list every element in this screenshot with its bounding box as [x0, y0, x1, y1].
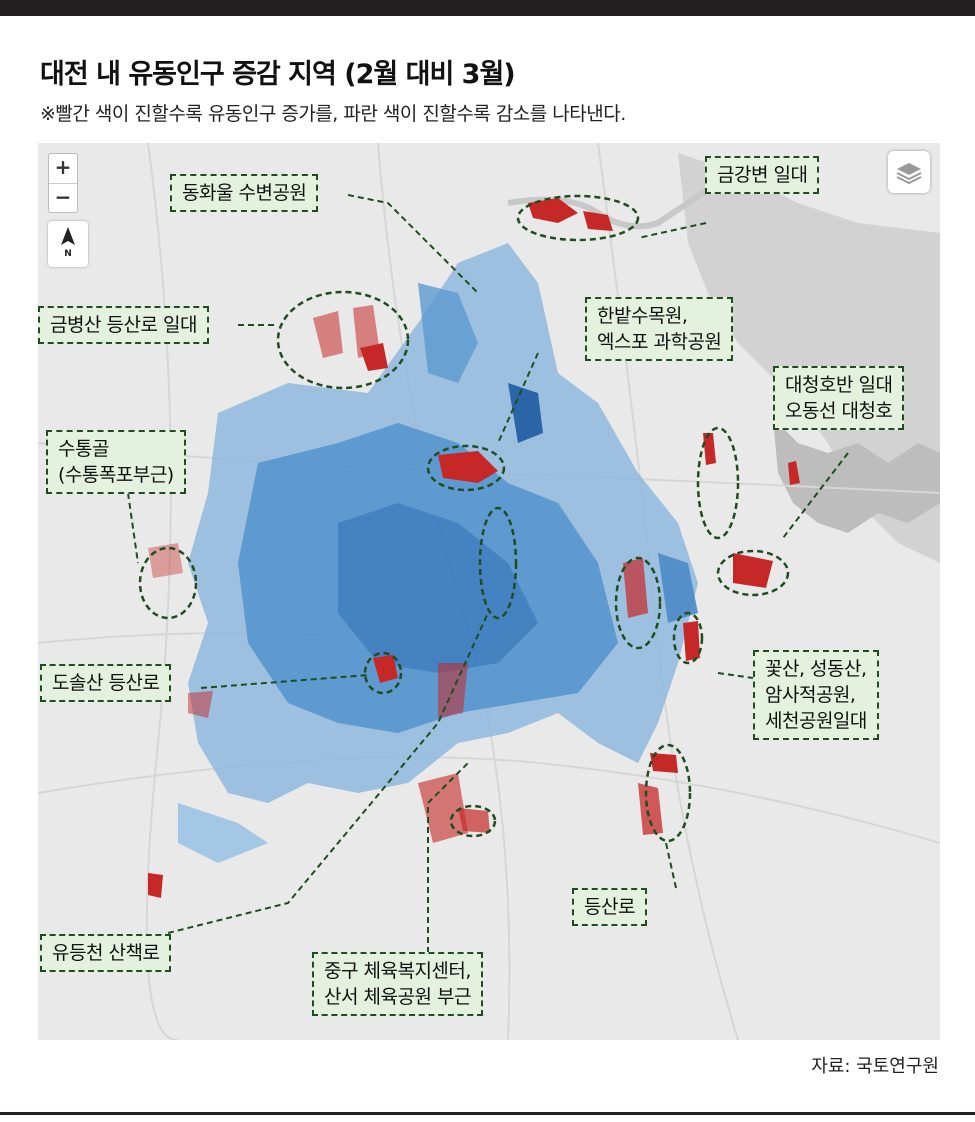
layers-button[interactable]: [888, 151, 930, 193]
label-daecheong: 대청호반 일대 오동선 대청호: [773, 366, 905, 430]
bottom-rule: [0, 1112, 975, 1115]
label-sutong: 수통골 (수통폭포부근): [46, 430, 186, 494]
compass-button[interactable]: N: [48, 221, 88, 267]
label-hanbat: 한밭수목원, 엑스포 과학공원: [585, 297, 734, 361]
label-donghwaul: 동화울 수변공원: [170, 174, 319, 212]
lake-daecheong: [773, 418, 940, 533]
top-rule: [0, 0, 975, 16]
map-view[interactable]: + − N: [38, 143, 940, 1040]
label-junggu: 중구 체육복지센터, 산서 체육공원 부근: [312, 952, 483, 1016]
page-title: 대전 내 유동인구 증감 지역 (2월 대비 3월): [40, 59, 516, 90]
label-yudeungcheon: 유등천 산책로: [40, 934, 172, 972]
label-dosol: 도솔산 등산로: [40, 664, 172, 702]
zoom-in-button[interactable]: +: [49, 154, 77, 184]
leader-lines: [127, 194, 849, 953]
page-subtitle: ※빨간 색이 진할수록 유동인구 증가를, 파란 색이 진할수록 감소를 나타낸…: [40, 103, 626, 125]
label-geumbyeong: 금병산 등산로 일대: [38, 306, 209, 344]
increase-patches: [148, 198, 800, 898]
map-canvas: [38, 143, 940, 1040]
north-arrow-icon: [61, 227, 75, 245]
layers-icon: [896, 163, 922, 185]
compass-north-label: N: [64, 249, 72, 259]
label-geumgang: 금강변 일대: [705, 156, 820, 194]
highlight-outlines: [138, 194, 790, 843]
source-credit: 자료: 국토연구원: [811, 1056, 939, 1077]
zoom-out-button[interactable]: −: [54, 185, 72, 209]
label-kkotsan: 꽃산, 성동산, 암사적공원, 세천공원일대: [753, 650, 879, 740]
label-deungsan: 등산로: [572, 888, 647, 926]
zoom-controls: + −: [48, 153, 78, 213]
urban-flow-area: [178, 243, 698, 863]
